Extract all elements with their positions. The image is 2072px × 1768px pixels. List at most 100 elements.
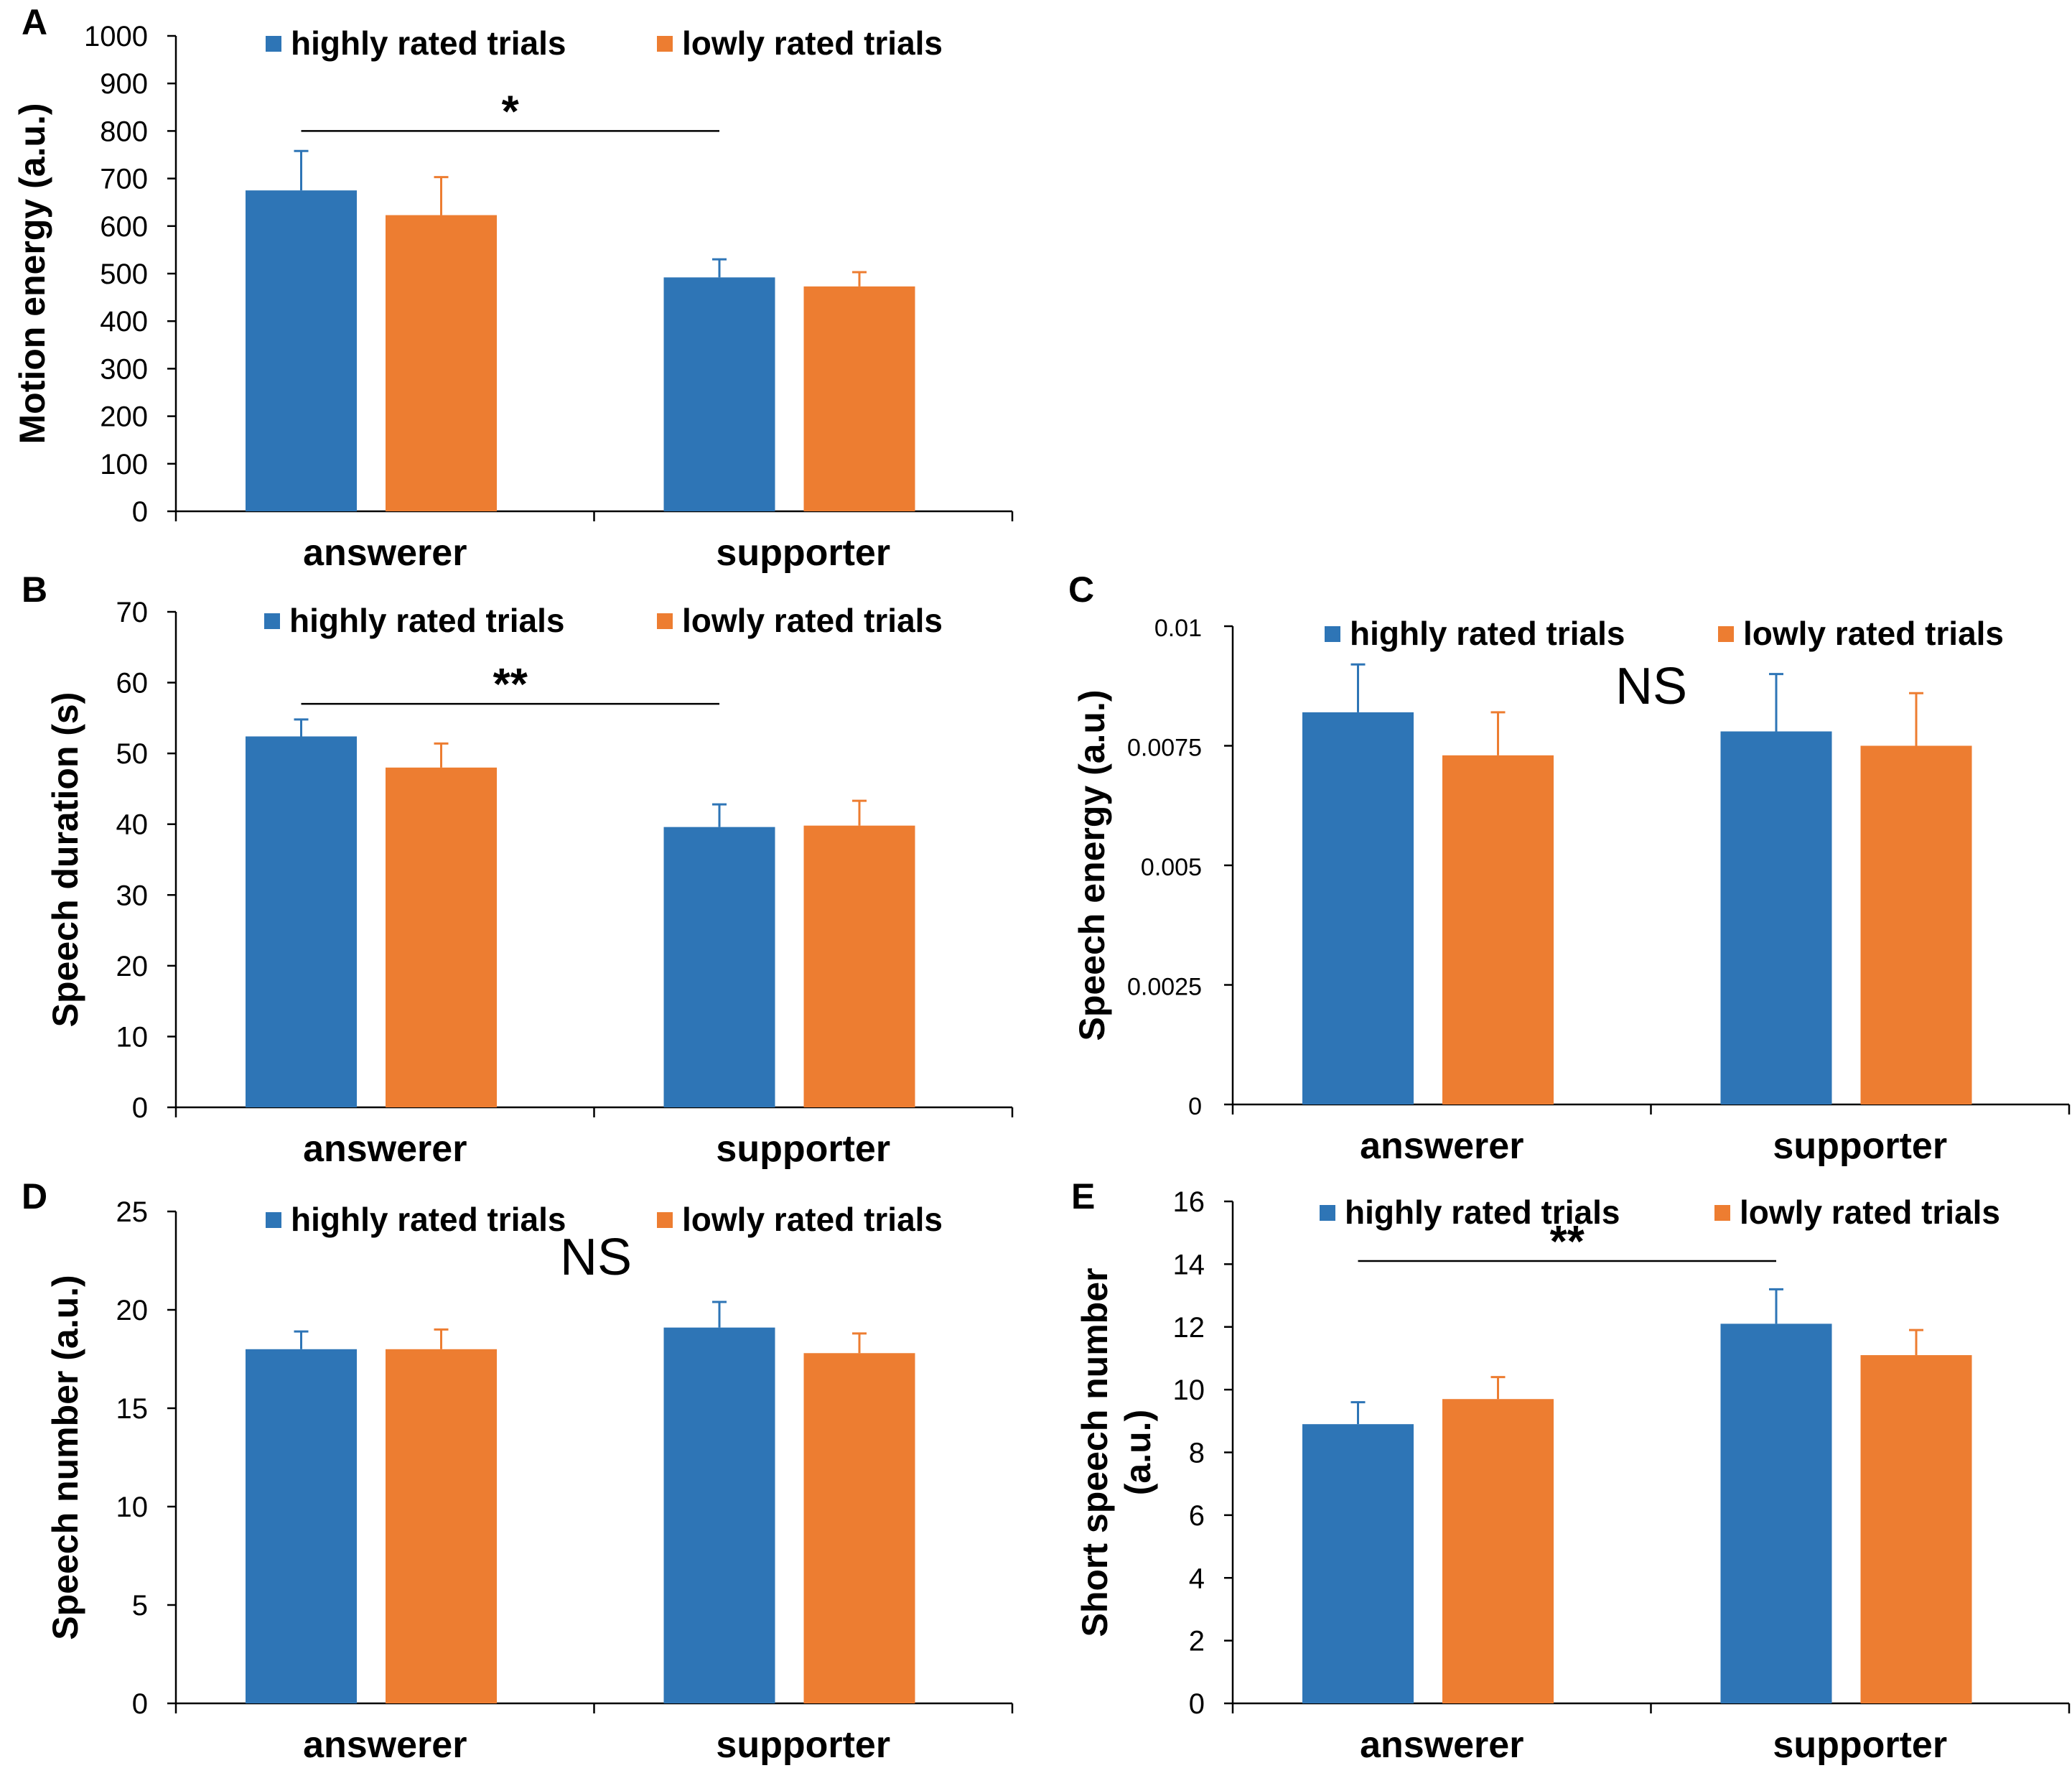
y-tick-label: 8 [1189, 1438, 1205, 1469]
y-axis-title: Speech duration (s) [45, 692, 85, 1028]
x-category-label: answerer [303, 532, 467, 574]
bar-lowly-answerer [386, 767, 497, 1107]
legend-highly-swatch [266, 1212, 281, 1228]
ns-annotation: NS [1615, 658, 1687, 715]
legend-lowly-swatch [1718, 626, 1734, 642]
y-tick-label: 60 [116, 668, 149, 699]
panel-b: B 0 10 20 30 40 50 60 70 answerer supporter Speech … [22, 569, 1014, 1170]
y-axis-title: Short speech number [1075, 1268, 1115, 1637]
x-category-label: supporter [1773, 1724, 1947, 1766]
y-tick-label: 12 [1173, 1312, 1205, 1344]
bar-highly-answerer [1302, 712, 1414, 1104]
legend-lowly-swatch [1714, 1205, 1730, 1221]
y-tick-label: 0 [132, 1688, 148, 1720]
y-tick-label: 800 [100, 116, 148, 147]
panel-letter: E [1071, 1176, 1095, 1216]
legend-lowly-label: lowly rated trials [682, 24, 943, 62]
y-tick-label: 6 [1189, 1500, 1205, 1532]
y-tick-label: 4 [1189, 1563, 1205, 1594]
bar-highly-answerer [246, 1349, 357, 1703]
y-tick-label: 20 [116, 1295, 149, 1326]
x-category-label: answerer [303, 1724, 467, 1766]
significance-marker: * [502, 87, 520, 136]
legend-lowly-swatch [657, 36, 673, 52]
bar-lowly-supporter [1860, 745, 1972, 1104]
x-category-label: supporter [716, 1724, 890, 1766]
legend-lowly-label: lowly rated trials [1740, 1194, 2000, 1231]
y-tick-label: 10 [116, 1492, 149, 1523]
x-category-label: answerer [1360, 1724, 1523, 1766]
bar-lowly-answerer [386, 215, 497, 511]
y-tick-label: 700 [100, 164, 148, 195]
y-tick-label: 0.01 [1154, 615, 1202, 642]
y-tick-label: 0 [1188, 1093, 1202, 1120]
bar-lowly-answerer [386, 1349, 497, 1703]
y-axis-title: (a.u.) [1118, 1410, 1158, 1495]
bar-lowly-supporter [803, 1353, 915, 1703]
panel-c: C 0 0.0025 0.005 0.0075 0.01 answerer supporter… [1068, 569, 2071, 1167]
x-category-label: answerer [303, 1128, 467, 1170]
y-tick-label: 0.005 [1141, 854, 1202, 881]
y-tick-label: 0 [132, 1092, 148, 1124]
bar-highly-supporter [663, 277, 775, 511]
y-tick-label: 200 [100, 401, 148, 433]
y-tick-label: 10 [1173, 1374, 1205, 1406]
panel-letter: D [22, 1176, 47, 1216]
y-tick-label: 30 [116, 880, 149, 911]
legend-lowly-swatch [657, 1212, 673, 1228]
legend-lowly-swatch [657, 613, 673, 629]
y-tick-label: 70 [116, 597, 149, 628]
bar-highly-supporter [663, 827, 775, 1107]
panel-e: E 0 2 4 6 8 10 12 14 16 answerer supporter Short spe… [1071, 1176, 2071, 1766]
legend-highly-swatch [1320, 1205, 1335, 1221]
legend-highly-label: highly rated trials [1345, 1194, 1620, 1231]
y-tick-label: 300 [100, 353, 148, 385]
y-tick-label: 14 [1173, 1249, 1205, 1280]
panel-a: A 0 100 200 300 400 500 600 700 800 900 1000 answere… [12, 2, 1014, 574]
panel-letter: B [22, 569, 47, 610]
y-axis-title: Speech number (a.u.) [45, 1275, 85, 1639]
legend-highly-swatch [264, 613, 280, 629]
y-tick-label: 2 [1189, 1626, 1205, 1657]
y-axis-title: Motion energy (a.u.) [12, 103, 52, 445]
legend-highly-swatch [1325, 626, 1340, 642]
y-tick-label: 20 [116, 951, 149, 982]
x-category-label: supporter [716, 1128, 890, 1170]
y-tick-label: 400 [100, 306, 148, 338]
panel-letter: C [1068, 569, 1094, 610]
legend-highly-label: highly rated trials [1350, 615, 1625, 652]
panel-letter: A [22, 2, 47, 42]
y-tick-label: 25 [116, 1196, 149, 1228]
y-tick-label: 0.0075 [1127, 735, 1202, 762]
y-tick-label: 500 [100, 259, 148, 290]
y-axis-title: Speech energy (a.u.) [1072, 689, 1112, 1041]
bar-highly-answerer [1302, 1424, 1414, 1703]
y-tick-label: 900 [100, 68, 148, 100]
y-tick-label: 5 [132, 1590, 148, 1622]
legend-lowly-label: lowly rated trials [682, 1201, 943, 1238]
y-tick-label: 40 [116, 809, 149, 841]
y-tick-label: 600 [100, 211, 148, 243]
bar-highly-supporter [1720, 731, 1832, 1104]
panel-d: D 0 5 10 15 20 25 answerer supporter Speech numbe… [22, 1176, 1014, 1766]
y-tick-label: 0.0025 [1127, 974, 1202, 1001]
ns-annotation: NS [560, 1229, 632, 1286]
bar-highly-answerer [246, 190, 357, 511]
bar-lowly-answerer [1442, 1399, 1554, 1703]
significance-marker: ** [1550, 1217, 1585, 1267]
legend-lowly-label: lowly rated trials [1743, 615, 2004, 652]
bar-highly-supporter [1720, 1323, 1832, 1703]
legend-highly-swatch [266, 36, 281, 52]
y-tick-label: 100 [100, 449, 148, 480]
y-tick-label: 50 [116, 738, 149, 770]
x-category-label: supporter [1773, 1125, 1947, 1167]
bar-lowly-supporter [803, 825, 915, 1107]
bar-lowly-supporter [803, 286, 915, 511]
legend-highly-label: highly rated trials [289, 602, 564, 639]
legend-highly-label: highly rated trials [291, 24, 566, 62]
bar-highly-answerer [246, 736, 357, 1107]
x-category-label: supporter [716, 532, 890, 574]
y-tick-label: 0 [132, 496, 148, 528]
significance-marker: ** [493, 660, 528, 709]
